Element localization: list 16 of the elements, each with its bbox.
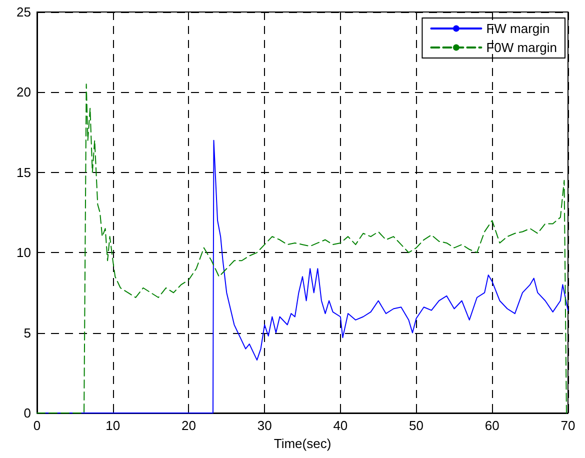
x-tick-label: 0 xyxy=(33,418,41,433)
x-tick-label: 40 xyxy=(333,418,348,433)
x-axis-title: Time(sec) xyxy=(274,436,332,451)
y-tick-label: 10 xyxy=(16,245,31,260)
y-tick-label: 20 xyxy=(16,84,31,100)
x-tick-label: 10 xyxy=(106,418,120,433)
x-tick-label: 70 xyxy=(560,418,576,433)
x-tick-label: 60 xyxy=(484,418,500,433)
y-tick-label: 5 xyxy=(24,325,31,340)
y-tick-label: 25 xyxy=(16,4,31,20)
x-tick-label: 20 xyxy=(181,418,196,433)
x-tick-label: 30 xyxy=(257,418,272,433)
y-tick-label: 0 xyxy=(24,406,31,420)
x-tick-label: 50 xyxy=(409,418,424,433)
y-tick-label: 15 xyxy=(16,164,31,180)
legend-label: F0W margin xyxy=(486,40,558,55)
